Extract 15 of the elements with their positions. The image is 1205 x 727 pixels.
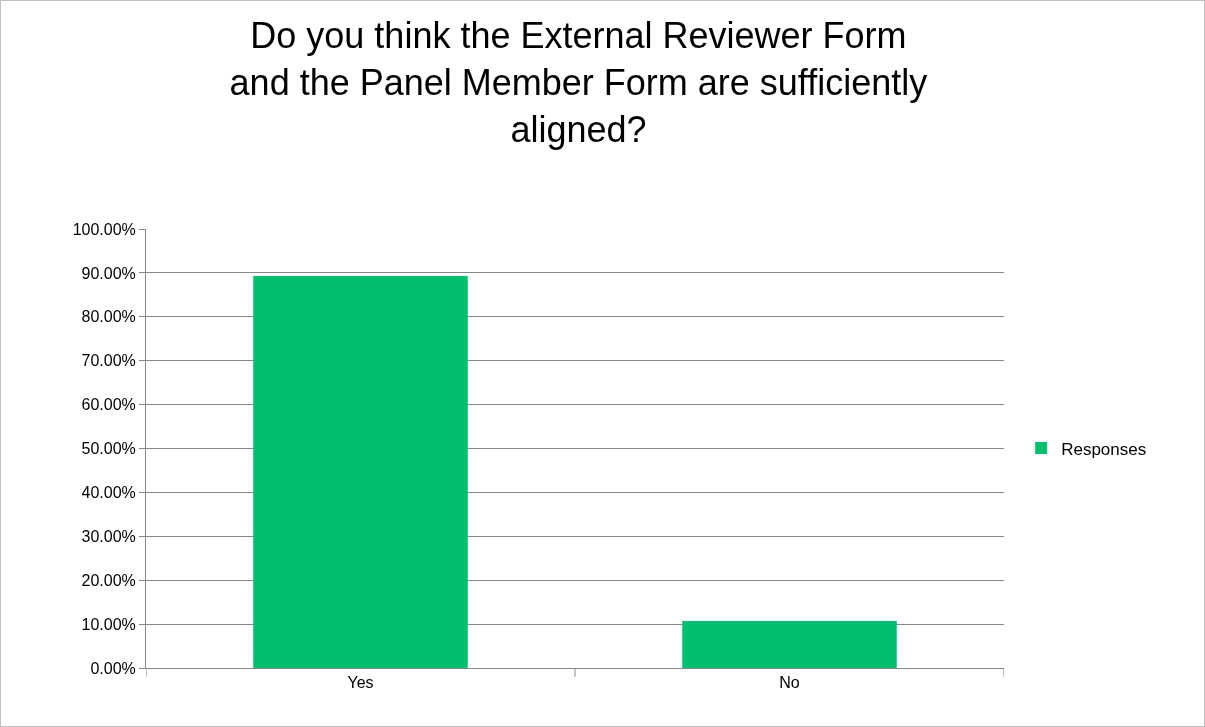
y-tick-label: 20.00%: [81, 571, 136, 589]
x-tick-label: No: [779, 674, 800, 692]
y-tick-label: 70.00%: [81, 352, 136, 370]
y-tick-label: 10.00%: [81, 615, 136, 633]
y-tick-label: 30.00%: [81, 527, 136, 545]
y-tick-label: 100.00%: [72, 220, 136, 238]
y-tick-label: 0.00%: [90, 659, 136, 677]
y-tick-label: 50.00%: [81, 440, 136, 458]
y-tick-label: 90.00%: [81, 264, 136, 282]
y-tick-label: 40.00%: [81, 484, 136, 501]
y-tick-label: 80.00%: [81, 308, 136, 326]
x-tick-label: Yes: [347, 674, 374, 692]
legend-label: Responses: [1061, 439, 1147, 459]
chart-title: Do you think the External Reviewer Form and the Panel Member Form are sufficiently aligned?: [229, 15, 928, 150]
y-tick-label: 60.00%: [81, 396, 136, 414]
